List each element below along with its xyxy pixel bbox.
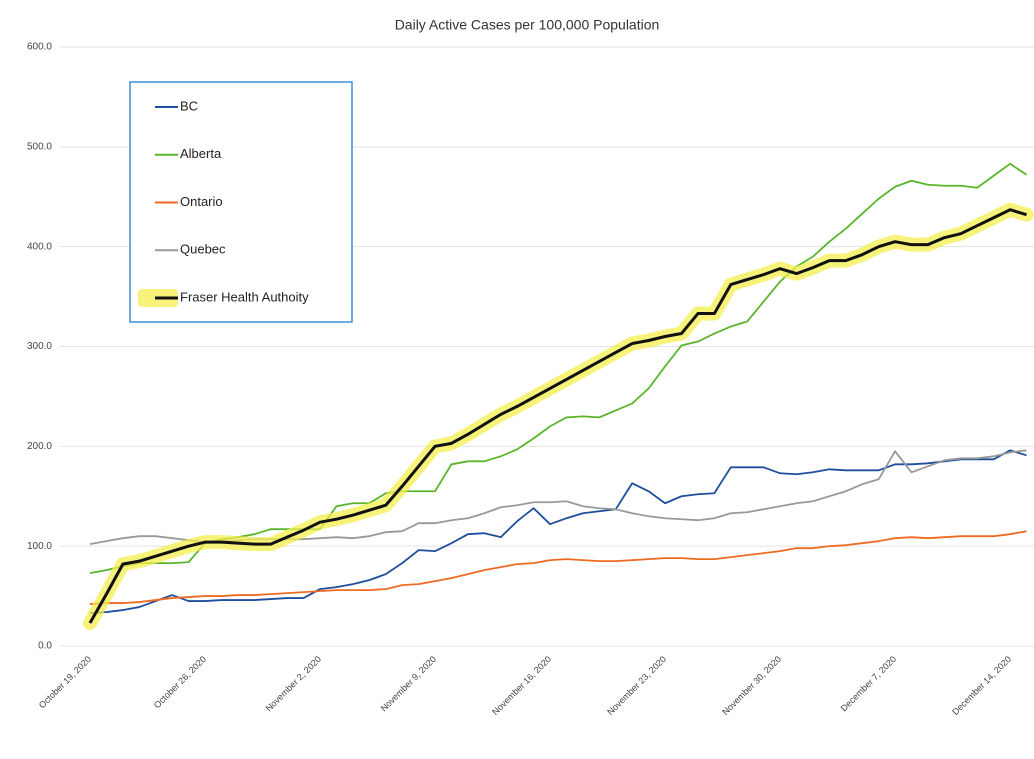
series-line [89, 162, 1028, 575]
x-tick-label: November 9, 2020 [379, 654, 438, 713]
y-tick-label: 600.0 [27, 42, 52, 53]
series-line [88, 208, 1027, 624]
y-tick-label: 200.0 [27, 441, 52, 452]
legend-label: Ontario [180, 194, 223, 209]
series-line [89, 530, 1027, 605]
x-tick-label: December 14, 2020 [950, 654, 1013, 717]
y-tick-label: 300.0 [27, 341, 52, 352]
legend-label: Fraser Health Authoity [180, 289, 309, 304]
x-tick-label: November 30, 2020 [720, 654, 783, 717]
series-line [89, 449, 1027, 614]
y-tick-label: 100.0 [27, 541, 52, 552]
x-tick-label: December 7, 2020 [839, 654, 898, 713]
x-tick-label: October 26, 2020 [152, 654, 208, 710]
y-tick-label: 500.0 [27, 141, 52, 152]
legend-label: BC [180, 98, 198, 113]
x-tick-label: October 19, 2020 [37, 654, 93, 710]
x-tick-label: November 23, 2020 [605, 654, 668, 717]
x-tick-label: November 16, 2020 [490, 654, 553, 717]
series-line [89, 449, 1027, 546]
y-tick-label: 400.0 [27, 241, 52, 252]
x-tick-label: November 2, 2020 [264, 654, 323, 713]
legend-label: Alberta [180, 146, 222, 161]
chart-title: Daily Active Cases per 100,000 Populatio… [395, 17, 660, 33]
legend-label: Quebec [180, 242, 226, 257]
y-tick-label: 0.0 [38, 641, 52, 652]
